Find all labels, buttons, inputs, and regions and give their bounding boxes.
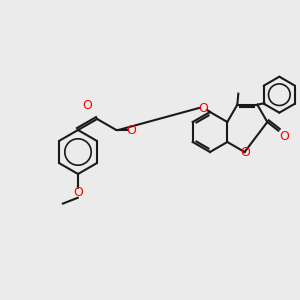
Text: O: O xyxy=(127,124,136,136)
Text: O: O xyxy=(82,99,92,112)
Text: O: O xyxy=(198,103,208,116)
Text: O: O xyxy=(73,186,83,199)
Text: O: O xyxy=(241,146,250,160)
Text: O: O xyxy=(279,130,289,143)
